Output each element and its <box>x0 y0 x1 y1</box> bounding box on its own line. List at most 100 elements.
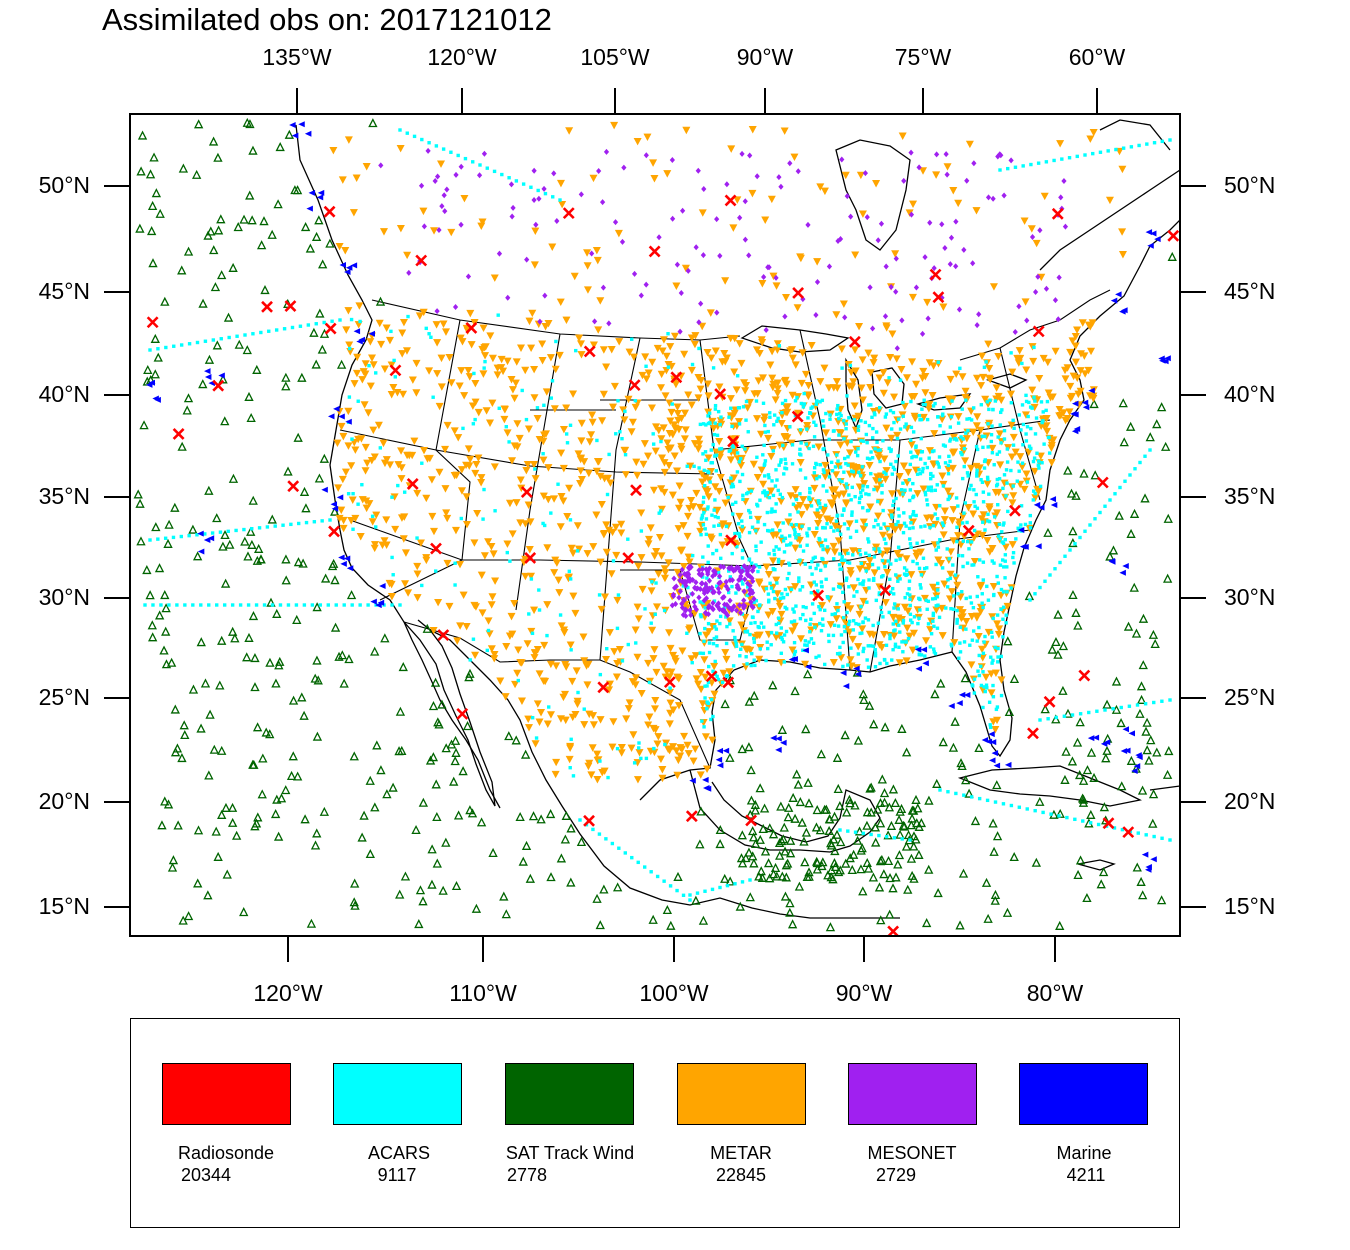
marine-marker <box>1135 752 1142 759</box>
metar-marker <box>644 452 653 461</box>
metar-marker <box>1021 298 1030 306</box>
sat-track-wind-marker <box>311 231 322 241</box>
acars-marker <box>988 398 992 402</box>
sat-track-wind-marker <box>160 796 170 806</box>
sat-track-wind-marker <box>768 869 779 879</box>
acars-marker <box>485 166 489 170</box>
acars-marker <box>991 407 995 412</box>
sat-track-wind-marker <box>859 694 869 705</box>
sat-track-wind-marker <box>250 653 260 663</box>
acars-marker <box>879 610 884 615</box>
acars-marker <box>662 879 666 883</box>
sat-track-wind-marker <box>933 888 943 898</box>
mesonet-marker <box>715 603 721 610</box>
sat-track-wind-marker <box>177 265 187 275</box>
acars-marker <box>1004 494 1008 498</box>
acars-marker <box>1136 831 1140 835</box>
acars-marker <box>753 620 757 625</box>
sat-track-wind-marker <box>858 689 868 699</box>
acars-marker <box>746 490 750 495</box>
sat-track-wind-marker <box>415 885 426 895</box>
sat-track-wind-marker <box>230 633 240 643</box>
acars-marker <box>734 644 739 648</box>
radiosonde-marker <box>929 268 942 281</box>
acars-marker <box>765 640 769 644</box>
radiosonde-marker <box>725 534 737 547</box>
marine-marker <box>1150 856 1157 863</box>
metar-marker <box>851 346 860 354</box>
metar-marker <box>361 360 370 368</box>
acars-marker <box>780 637 784 642</box>
acars-marker <box>389 329 393 334</box>
acars-marker <box>929 472 933 477</box>
radiosonde-marker <box>1032 325 1045 338</box>
sat-track-wind-marker <box>891 872 901 882</box>
metar-marker <box>769 380 778 389</box>
metar-marker <box>555 589 564 597</box>
metar-marker <box>696 385 705 394</box>
acars-marker <box>847 493 851 497</box>
metar-marker <box>703 765 712 773</box>
metar-marker <box>503 429 512 437</box>
acars-marker <box>917 566 922 571</box>
sat-track-wind-marker <box>901 841 912 851</box>
sat-track-wind-marker <box>1136 876 1146 886</box>
sat-track-wind-marker <box>252 722 263 732</box>
sat-track-wind-marker <box>305 243 316 253</box>
acars-marker <box>995 705 1000 709</box>
sat-track-wind-marker <box>763 858 774 868</box>
sat-track-wind-marker <box>801 827 812 837</box>
metar-marker <box>415 312 424 320</box>
sat-track-wind-marker <box>312 828 322 838</box>
metar-marker <box>773 389 782 398</box>
metar-marker <box>866 369 875 377</box>
sat-track-wind-marker <box>450 756 460 766</box>
sat-track-wind-marker <box>536 814 546 824</box>
acars-marker <box>763 430 768 434</box>
metar-marker <box>886 353 895 362</box>
metar-marker <box>692 675 701 683</box>
acars-marker <box>826 633 831 637</box>
metar-marker <box>451 526 460 535</box>
metar-marker <box>913 449 922 457</box>
mesonet-marker <box>746 586 753 593</box>
metar-marker <box>687 655 696 663</box>
metar-marker <box>501 693 510 701</box>
acars-marker <box>703 484 707 488</box>
acars-marker <box>716 515 720 520</box>
sat-track-wind-marker <box>248 759 258 769</box>
metar-marker <box>683 741 692 750</box>
acars-marker <box>793 649 798 654</box>
metar-marker <box>625 699 634 707</box>
marine-marker <box>915 665 923 672</box>
metar-marker <box>1006 390 1016 399</box>
metar-marker <box>1071 358 1080 366</box>
acars-marker <box>943 461 948 465</box>
radiosonde-marker <box>437 629 450 641</box>
marine-marker <box>842 683 850 690</box>
metar-marker <box>839 300 848 308</box>
mesonet-marker <box>685 571 692 578</box>
metar-marker <box>589 721 598 729</box>
sat-track-wind-marker <box>451 747 461 757</box>
metar-marker <box>684 750 693 758</box>
metar-marker <box>665 629 674 637</box>
sat-track-wind-marker <box>880 722 890 732</box>
metar-marker <box>970 558 979 566</box>
sat-track-wind-marker <box>812 805 822 815</box>
acars-marker <box>881 615 885 619</box>
acars-marker <box>779 635 784 640</box>
metar-marker <box>399 318 408 327</box>
metar-marker <box>398 350 407 358</box>
acars-marker <box>807 640 811 644</box>
acars-marker <box>711 551 715 556</box>
acars-marker <box>1023 522 1028 527</box>
radiosonde-marker <box>722 676 735 689</box>
acars-marker <box>919 586 923 590</box>
marine-marker <box>340 560 347 567</box>
acars-marker <box>222 603 227 607</box>
sat-track-wind-marker <box>1148 789 1159 799</box>
mesonet-marker <box>669 156 675 163</box>
metar-marker <box>363 459 372 468</box>
acars-marker <box>1057 814 1061 818</box>
